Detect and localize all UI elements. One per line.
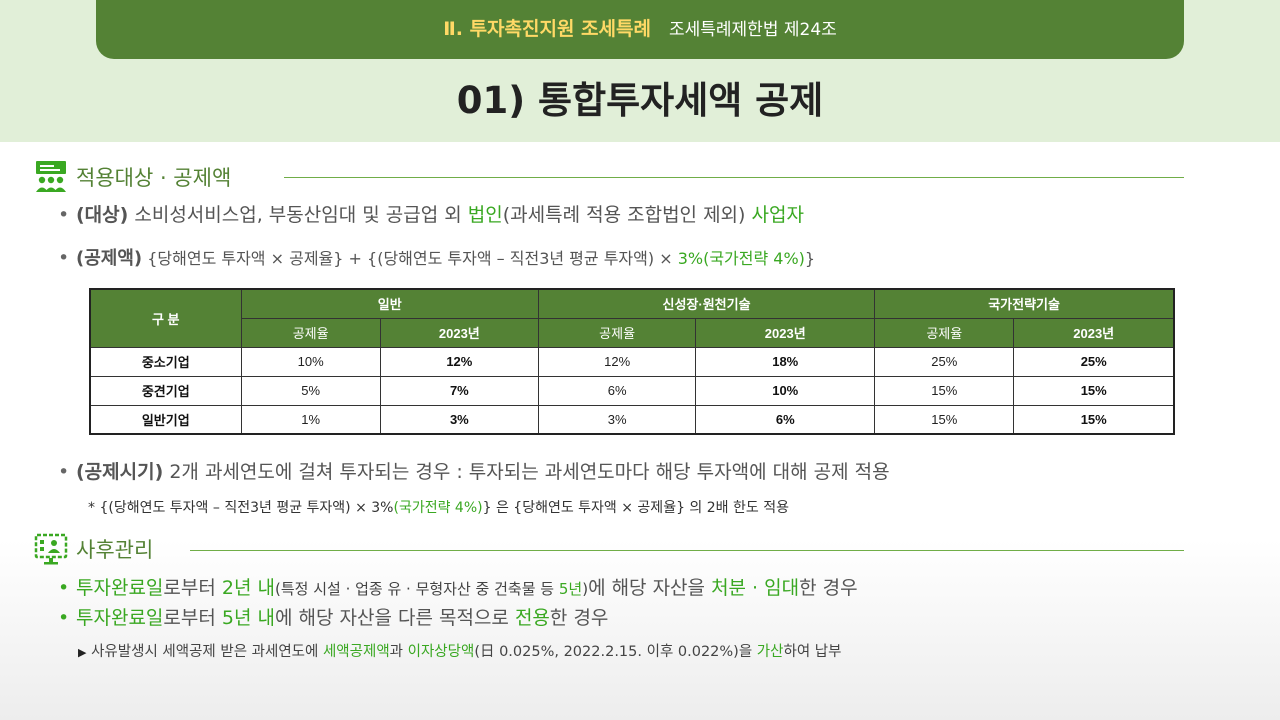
subheader-year: 2023년 bbox=[1013, 317, 1175, 348]
subheader-rate: 공제율 bbox=[240, 317, 381, 348]
table-cell: 10% bbox=[695, 375, 876, 406]
row-header: 일반기업 bbox=[89, 404, 242, 435]
table-cell: 12% bbox=[379, 346, 539, 377]
text-small: (특정 시설 · 업종 유 · 무형자산 중 건축물 등 bbox=[274, 580, 559, 598]
people-presentation-icon bbox=[36, 161, 66, 192]
page-title: 01) 통합투자세액 공제 bbox=[456, 79, 824, 122]
group-header-general: 일반 bbox=[240, 288, 539, 319]
text: 한 경우 bbox=[799, 577, 858, 599]
text: 에 해당 자산을 다른 목적으로 bbox=[274, 607, 515, 629]
row-header: 중소기업 bbox=[89, 346, 242, 377]
chapter-title: Ⅱ. 투자촉진지원 조세특례 bbox=[443, 18, 651, 40]
limit-note: * {(당해연도 투자액 – 직전3년 평균 투자액) × 3%(국가전략 4%… bbox=[88, 497, 789, 517]
highlight-completion-date: 투자완료일 bbox=[76, 607, 164, 629]
text: 한 경우 bbox=[549, 607, 609, 629]
highlight-completion-date: 투자완료일 bbox=[76, 577, 164, 599]
table-cell: 25% bbox=[1013, 346, 1175, 377]
table-cell: 7% bbox=[379, 375, 539, 406]
target-label: (대상) bbox=[76, 204, 129, 226]
highlight-period-5y: 5년 bbox=[558, 580, 583, 598]
section-divider bbox=[284, 177, 1184, 178]
table-cell: 25% bbox=[874, 346, 1015, 377]
group-header-strategic: 국가전략기술 bbox=[874, 288, 1175, 319]
table-cell: 15% bbox=[1013, 375, 1175, 406]
table-row: 중견기업 5% 7% 6% 10% 15% 15% bbox=[89, 375, 1175, 406]
note-highlight: (국가전략 4%) bbox=[393, 500, 483, 516]
table-cell: 1% bbox=[240, 404, 381, 435]
highlight-conversion: 전용 bbox=[514, 607, 550, 629]
header-bar: Ⅱ. 투자촉진지원 조세특례 조세특례제한법 제24조 bbox=[96, 0, 1184, 59]
table-row: 중소기업 10% 12% 12% 18% 25% 25% bbox=[89, 346, 1175, 377]
note-text: * {(당해연도 투자액 – 직전3년 평균 투자액) × 3% bbox=[88, 500, 394, 516]
text: 에 해당 자산을 bbox=[588, 577, 712, 599]
aftercare-item-conversion: • 투자완료일 로부터 5년 내 에 해당 자산을 다른 목적으로 전용 한 경… bbox=[58, 603, 608, 630]
note-text-end: } 은 {당해연도 투자액 × 공제율} 의 2배 한도 적용 bbox=[482, 500, 789, 516]
table-cell: 12% bbox=[537, 346, 697, 377]
section-divider bbox=[190, 550, 1184, 551]
text: 로부터 bbox=[163, 607, 222, 629]
table-cell: 6% bbox=[695, 404, 876, 435]
bullet-timing: • (공제시기) 2개 과세연도에 걸쳐 투자되는 경우 : 투자되는 과세연도… bbox=[58, 457, 890, 484]
table-cell: 15% bbox=[874, 404, 1015, 435]
subheader-rate: 공제율 bbox=[537, 317, 697, 348]
table-cell: 5% bbox=[240, 375, 381, 406]
highlight-interest: 이자상당액 bbox=[407, 644, 475, 660]
table-cell: 6% bbox=[537, 375, 697, 406]
text: 사유발생시 세액공제 받은 과세연도에 bbox=[86, 644, 323, 660]
deduction-rate-table: 구 분 일반 신성장·원천기술 국가전략기술 공제율 2023년 공제율 202… bbox=[89, 288, 1175, 435]
bullet-amount: • (공제액) {당해연도 투자액 × 공제율} + {(당해연도 투자액 – … bbox=[58, 244, 815, 270]
text: 하여 납부 bbox=[783, 644, 842, 660]
amount-highlight: 3%(국가전략 4%) bbox=[677, 249, 805, 268]
table-cell: 3% bbox=[537, 404, 697, 435]
target-highlight-biz: 사업자 bbox=[751, 204, 804, 226]
table-cell: 10% bbox=[240, 346, 381, 377]
section-eligibility-header: 적용대상 · 공제액 bbox=[34, 160, 231, 194]
text: 로부터 bbox=[163, 577, 222, 599]
target-text-2: (과세특례 적용 조합법인 제외) bbox=[502, 204, 752, 226]
bullet-dot: • bbox=[58, 247, 70, 269]
text: 과 bbox=[389, 644, 408, 660]
section-title: 사후관리 bbox=[76, 538, 154, 562]
text: (日 0.025%, 2022.2.15. 이후 0.022%)을 bbox=[474, 644, 757, 660]
table-cell: 18% bbox=[695, 346, 876, 377]
monitor-checklist-icon bbox=[34, 533, 68, 565]
subheader-year: 2023년 bbox=[695, 317, 876, 348]
timing-text: 2개 과세연도에 걸쳐 투자되는 경우 : 투자되는 과세연도마다 해당 투자액… bbox=[163, 461, 890, 483]
aftercare-item-disposal: • 투자완료일 로부터 2년 내 (특정 시설 · 업종 유 · 무형자산 중 … bbox=[58, 573, 858, 600]
table-row: 일반기업 1% 3% 3% 6% 15% 15% bbox=[89, 404, 1175, 435]
target-highlight-corp: 법인 bbox=[467, 204, 503, 226]
highlight-period: 2년 내 bbox=[221, 577, 275, 599]
group-header-newgrowth: 신성장·원천기술 bbox=[537, 288, 876, 319]
table-cell: 15% bbox=[874, 375, 1015, 406]
amount-formula: {당해연도 투자액 × 공제율} + {(당해연도 투자액 – 직전3년 평균 … bbox=[142, 249, 678, 268]
table-cell: 15% bbox=[1013, 404, 1175, 435]
highlight-tax-credit: 세액공제액 bbox=[322, 644, 390, 660]
bullet-dot: • bbox=[58, 204, 70, 226]
highlight-period: 5년 내 bbox=[221, 607, 275, 629]
bullet-dot: • bbox=[58, 461, 70, 483]
amount-label: (공제액) bbox=[76, 248, 143, 269]
table-cell: 3% bbox=[379, 404, 539, 435]
highlight-dispose-lease: 처분 · 임대 bbox=[711, 577, 800, 599]
subheader-rate: 공제율 bbox=[874, 317, 1015, 348]
section-aftercare-header: 사후관리 bbox=[34, 532, 153, 566]
bullet-dot: • bbox=[58, 577, 70, 599]
amount-formula-end: } bbox=[804, 249, 816, 268]
subheader-year: 2023년 bbox=[379, 317, 539, 348]
bullet-dot: • bbox=[58, 607, 70, 629]
target-text: 소비성서비스업, 부동산임대 및 공급업 외 bbox=[128, 204, 468, 226]
highlight-add: 가산 bbox=[756, 644, 784, 660]
text-small: ) bbox=[582, 580, 589, 598]
timing-label: (공제시기) bbox=[76, 461, 164, 483]
arrow-icon: ▶ bbox=[78, 646, 87, 659]
section-title: 적용대상 · 공제액 bbox=[76, 166, 232, 190]
recapture-note: ▶ 사유발생시 세액공제 받은 과세연도에 세액공제액과 이자상당액(日 0.0… bbox=[78, 640, 841, 661]
bullet-target: • (대상) 소비성서비스업, 부동산임대 및 공급업 외 법인 (과세특례 적… bbox=[58, 200, 804, 227]
law-reference: 조세특례제한법 제24조 bbox=[668, 20, 837, 40]
table-corner-header: 구 분 bbox=[89, 288, 242, 348]
row-header: 중견기업 bbox=[89, 375, 242, 406]
